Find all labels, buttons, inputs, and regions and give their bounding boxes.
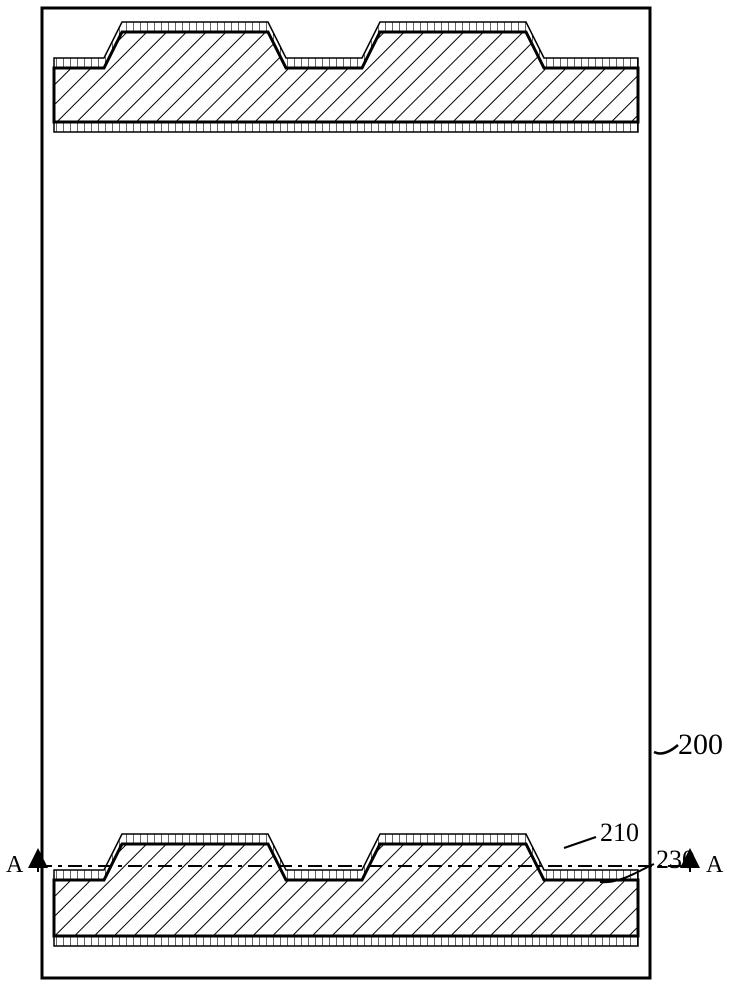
callout-230: 230 <box>656 845 695 875</box>
section-label-left: A <box>6 852 23 879</box>
callout-200: 200 <box>678 728 723 762</box>
diagram-root: A A 200 210 230 <box>0 0 748 1000</box>
diagram-svg <box>0 0 748 1000</box>
callout-210: 210 <box>600 818 639 848</box>
section-label-right: A <box>706 852 723 879</box>
